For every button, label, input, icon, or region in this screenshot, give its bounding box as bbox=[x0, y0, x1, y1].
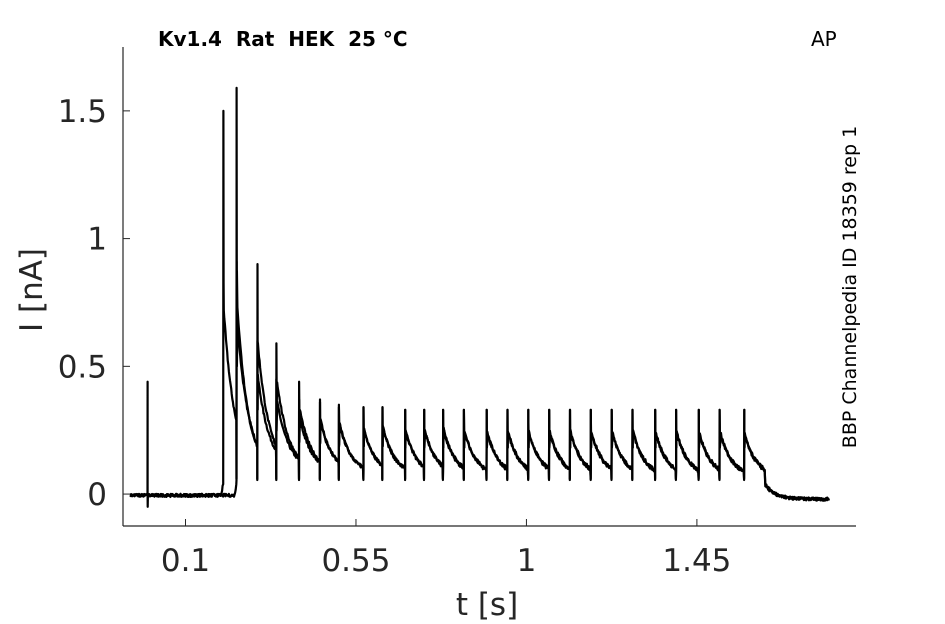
x-tick-label: 1 bbox=[517, 543, 537, 579]
y-tick-label: 1.5 bbox=[58, 94, 107, 130]
y-axis-label: I [nA] bbox=[14, 248, 50, 332]
y-tick-label: 0 bbox=[87, 477, 107, 513]
y-ticks: 0 0.5 1 1.5 bbox=[58, 94, 130, 513]
y-tick-label: 1 bbox=[87, 222, 107, 258]
current-trace-2 bbox=[129, 86, 830, 502]
x-axis-label: t [s] bbox=[456, 587, 518, 623]
x-tick-label: 0.1 bbox=[161, 543, 210, 579]
source-label: BBP Channelpedia ID 18359 rep 1 bbox=[839, 125, 861, 449]
x-tick-label: 0.55 bbox=[321, 543, 390, 579]
protocol-label: AP bbox=[811, 27, 837, 51]
x-tick-label: 1.45 bbox=[662, 543, 731, 579]
chart-title: Kv1.4 Rat HEK 25 °C bbox=[158, 27, 408, 51]
current-traces bbox=[129, 86, 830, 508]
x-ticks: 0.1 0.55 1 1.45 bbox=[161, 519, 731, 579]
axes bbox=[122, 47, 856, 527]
y-tick-label: 0.5 bbox=[58, 349, 107, 385]
